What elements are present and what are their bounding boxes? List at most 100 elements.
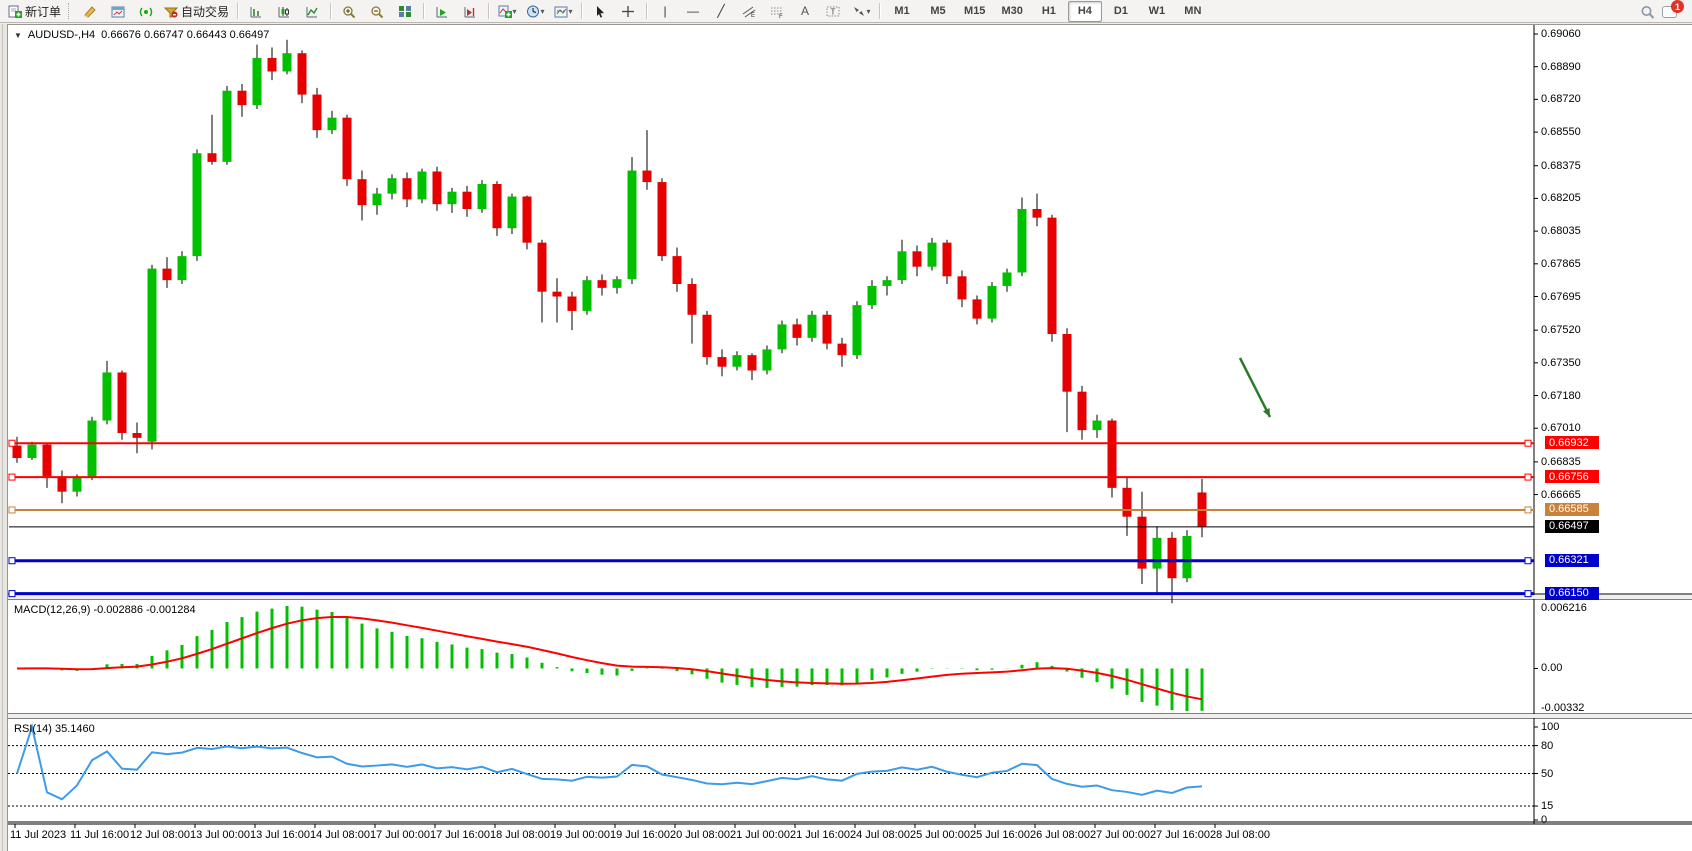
cursor-button[interactable] xyxy=(587,1,613,22)
crayon-icon xyxy=(83,5,97,18)
chart-window-button[interactable] xyxy=(105,1,131,22)
toolbar-right: 1 xyxy=(1640,0,1692,20)
timeframe-button-mn[interactable]: MN xyxy=(1184,5,1202,17)
price-axis-tick: 0.68720 xyxy=(1541,93,1581,106)
indicators-button[interactable]: ▾ xyxy=(494,1,520,22)
periods-button[interactable]: ▾ xyxy=(522,1,548,22)
auto-scroll-button[interactable] xyxy=(429,1,455,22)
templates-button[interactable]: ▾ xyxy=(550,1,576,22)
time-axis-label: 26 Jul 08:00 xyxy=(1030,829,1090,841)
chart-dropdown-icon[interactable]: ▼ xyxy=(14,30,22,40)
timeframe-button-m15[interactable]: M15 xyxy=(964,5,986,17)
search-icon[interactable] xyxy=(1640,5,1655,19)
bear-candle xyxy=(492,184,502,229)
bear-candle xyxy=(1047,217,1057,334)
price-axis-tick: 0.68550 xyxy=(1541,126,1581,139)
time-axis-label: 17 Jul 16:00 xyxy=(430,829,490,841)
bull-candle xyxy=(147,268,157,442)
time-axis-label: 13 Jul 16:00 xyxy=(250,829,310,841)
arrows-button[interactable]: ▾ xyxy=(848,1,874,22)
time-axis-label: 21 Jul 00:00 xyxy=(730,829,790,841)
time-axis-label: 21 Jul 16:00 xyxy=(790,829,850,841)
signal-icon xyxy=(139,5,153,18)
equidistant-channel-button[interactable]: E xyxy=(736,1,762,22)
vertical-line-button[interactable]: | xyxy=(652,1,678,22)
macd-signal-line xyxy=(16,615,1203,701)
text-button[interactable]: A xyxy=(792,1,818,22)
bull-candle xyxy=(447,191,457,205)
chart-plot-area[interactable] xyxy=(8,25,1692,851)
candlestick-series[interactable] xyxy=(12,39,1207,604)
time-axis-label: 19 Jul 00:00 xyxy=(550,829,610,841)
tile-windows-icon xyxy=(398,5,412,18)
chart-window[interactable]: ▼ AUDUSD-,H4 0.66676 0.66747 0.66443 0.6… xyxy=(7,24,1692,851)
crosshair-button[interactable] xyxy=(615,1,641,22)
time-axis-label: 11 Jul 2023 xyxy=(10,829,67,841)
time-axis-label: 28 Jul 08:00 xyxy=(1210,829,1270,841)
signals-button[interactable] xyxy=(133,1,159,22)
price-axis-tick: 0.67865 xyxy=(1541,257,1581,270)
svg-text:T: T xyxy=(831,7,836,16)
chart-symbol-period: AUDUSD-,H4 xyxy=(27,29,96,41)
bull-candle xyxy=(507,196,517,229)
zoom-out-button[interactable] xyxy=(364,1,390,22)
trendline-button[interactable]: ╱ xyxy=(708,1,734,22)
bear-candle xyxy=(1107,420,1117,488)
dropdown-arrow-icon: ▾ xyxy=(512,6,517,16)
new-order-button[interactable]: 新订单 xyxy=(5,1,64,22)
toolbar-separator xyxy=(330,3,332,19)
bear-candle xyxy=(642,170,652,183)
line-chart-icon xyxy=(305,5,319,18)
chart-shift-button[interactable] xyxy=(457,1,483,22)
tile-windows-button[interactable] xyxy=(392,1,418,22)
bull-candle xyxy=(1002,272,1012,286)
text-label-button[interactable]: T xyxy=(820,1,846,22)
timeframe-button-m5[interactable]: M5 xyxy=(930,5,946,17)
rsi-line xyxy=(16,723,1203,801)
timeframe-button-h4[interactable]: H4 xyxy=(1067,0,1102,22)
price-axis-tick: 0.67010 xyxy=(1541,422,1581,435)
line-chart-button[interactable] xyxy=(299,1,325,22)
autotrading-button[interactable]: 自动交易 xyxy=(161,1,232,22)
level-handle xyxy=(8,590,16,598)
new-order-label: 新订单 xyxy=(25,4,62,19)
timeframe-button-d1[interactable]: D1 xyxy=(1113,5,1128,17)
fibonacci-button[interactable]: F xyxy=(764,1,790,22)
candlestick-chart-button[interactable] xyxy=(271,1,297,22)
level-handle xyxy=(8,557,16,565)
styler-button[interactable] xyxy=(77,1,103,22)
time-axis-label: 25 Jul 16:00 xyxy=(970,829,1030,841)
bear-candle xyxy=(237,90,247,106)
bear-candle xyxy=(537,242,547,292)
chart-shift-icon xyxy=(463,5,477,18)
price-tag-0.66150: 0.66150 xyxy=(1545,586,1599,600)
bar-chart-button[interactable] xyxy=(243,1,269,22)
axis-ticks xyxy=(14,33,1538,828)
bear-candle xyxy=(837,343,847,356)
time-axis-label: 25 Jul 00:00 xyxy=(910,829,970,841)
bear-candle xyxy=(312,94,322,131)
rsi-axis-tick: 100 xyxy=(1541,721,1560,733)
trendline-icon: ╱ xyxy=(717,4,725,18)
price-axis-tick: 0.68035 xyxy=(1541,225,1581,238)
timeframe-button-m1[interactable]: M1 xyxy=(894,5,910,17)
autotrading-label: 自动交易 xyxy=(181,4,230,19)
bear-candle xyxy=(357,179,367,206)
zoom-in-button[interactable] xyxy=(336,1,362,22)
bear-candle xyxy=(972,299,982,319)
timeframe-button-m30[interactable]: M30 xyxy=(1001,5,1023,17)
toolbar-separator xyxy=(581,3,583,19)
bear-candle xyxy=(342,117,352,180)
new-order-icon xyxy=(8,5,22,18)
bear-candle xyxy=(822,314,832,344)
bull-candle xyxy=(927,242,937,267)
horizontal-line-button[interactable]: — xyxy=(680,1,706,22)
horizontal-level-lines[interactable] xyxy=(8,439,1534,598)
trend-arrow-annotation[interactable] xyxy=(1238,357,1272,418)
bull-candle xyxy=(897,251,907,281)
timeframe-button-w1[interactable]: W1 xyxy=(1148,5,1166,17)
timeframe-button-h1[interactable]: H1 xyxy=(1041,5,1056,17)
chart-ohlc-values: 0.66676 0.66747 0.66443 0.66497 xyxy=(101,29,270,41)
notifications-button[interactable]: 1 xyxy=(1662,0,1684,20)
price-tag-0.66756: 0.66756 xyxy=(1545,470,1599,484)
